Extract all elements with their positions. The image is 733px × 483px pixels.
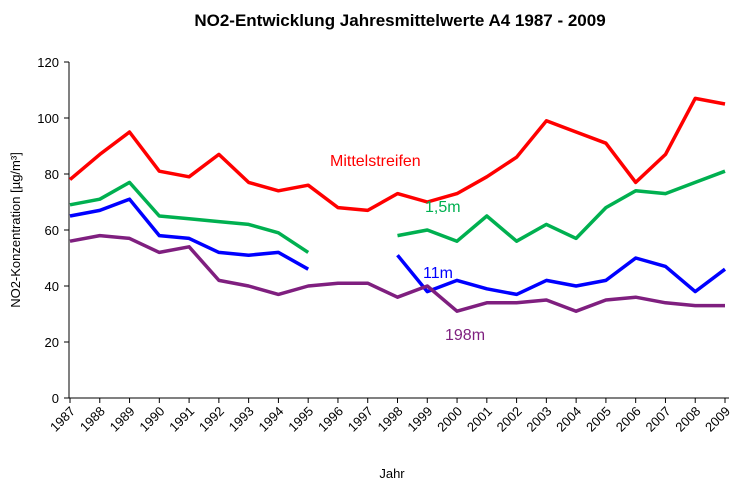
x-tick-label: 1991 <box>166 404 197 435</box>
x-tick-label: 2002 <box>494 404 525 435</box>
y-tick-label: 0 <box>52 391 59 406</box>
x-tick-label: 1996 <box>315 404 346 435</box>
x-tick-label: 1999 <box>404 404 435 435</box>
y-axis-label: NO2-Konzentration [µg/m³] <box>8 152 23 308</box>
x-tick-label: 2006 <box>613 404 644 435</box>
x-tick-label: 2001 <box>464 404 495 435</box>
x-tick-label: 2008 <box>672 404 703 435</box>
y-tick-label: 20 <box>45 335 59 350</box>
series-label: 1,5m <box>425 199 461 216</box>
y-tick-label: 120 <box>37 55 59 70</box>
x-tick-label: 2007 <box>643 404 674 435</box>
x-tick-label: 2005 <box>583 404 614 435</box>
x-tick-label: 1993 <box>226 404 257 435</box>
x-tick-label: 1989 <box>107 404 138 435</box>
x-tick-label: 1990 <box>136 404 167 435</box>
series-label: 11m <box>423 265 453 282</box>
chart-title: NO2-Entwicklung Jahresmittelwerte A4 198… <box>194 11 605 30</box>
x-tick-label: 2009 <box>702 404 733 435</box>
series-label: Mittelstreifen <box>330 153 421 170</box>
x-tick-label: 1994 <box>255 404 286 435</box>
x-tick-label: 1988 <box>77 404 108 435</box>
series-line <box>69 169 726 254</box>
x-tick-label: 2000 <box>434 404 465 435</box>
series-line <box>69 233 725 313</box>
series-label: 198m <box>445 327 485 344</box>
x-tick-label: 1998 <box>375 404 406 435</box>
series-line <box>69 197 727 297</box>
x-tick-label: 2004 <box>553 404 584 435</box>
x-tick-label: 1992 <box>196 404 227 435</box>
y-tick-label: 60 <box>45 223 59 238</box>
y-tick-label: 100 <box>37 111 59 126</box>
series-line <box>68 96 726 213</box>
x-tick-label: 1995 <box>285 404 316 435</box>
y-tick-label: 80 <box>45 167 59 182</box>
y-tick-label: 40 <box>45 279 59 294</box>
x-tick-label: 1987 <box>47 404 78 435</box>
x-tick-label: 2003 <box>523 404 554 435</box>
x-axis-label: Jahr <box>379 466 405 481</box>
x-tick-label: 1997 <box>345 404 376 435</box>
